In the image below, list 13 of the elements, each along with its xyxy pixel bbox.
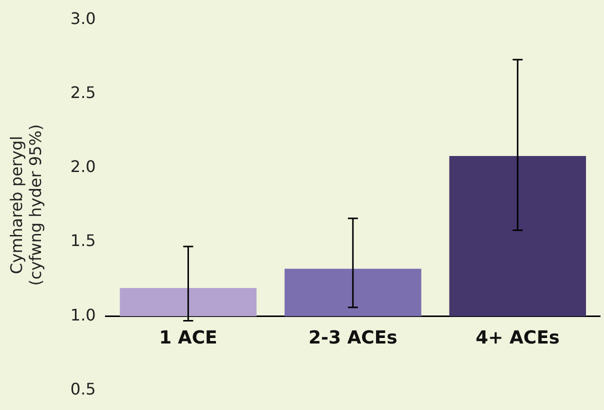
x-tick-label: 4+ ACEs [476,328,560,349]
y-tick-label: 3.0 [70,8,96,28]
y-axis-title: Cymhareb perygl (cyfwng hyder 95%) [6,124,45,286]
bar [120,288,257,316]
bar [449,156,586,316]
y-tick-label: 2.5 [70,82,96,102]
x-tick-label: 1 ACE [159,328,218,349]
y-tick-label: 1.5 [70,231,96,250]
y-tick-label: 0.5 [70,380,96,399]
bar [284,268,422,316]
y-tick-label: 2.0 [70,157,96,176]
y-tick-label: 1.0 [70,305,96,324]
x-tick-label: 2-3 ACEs [308,328,398,349]
